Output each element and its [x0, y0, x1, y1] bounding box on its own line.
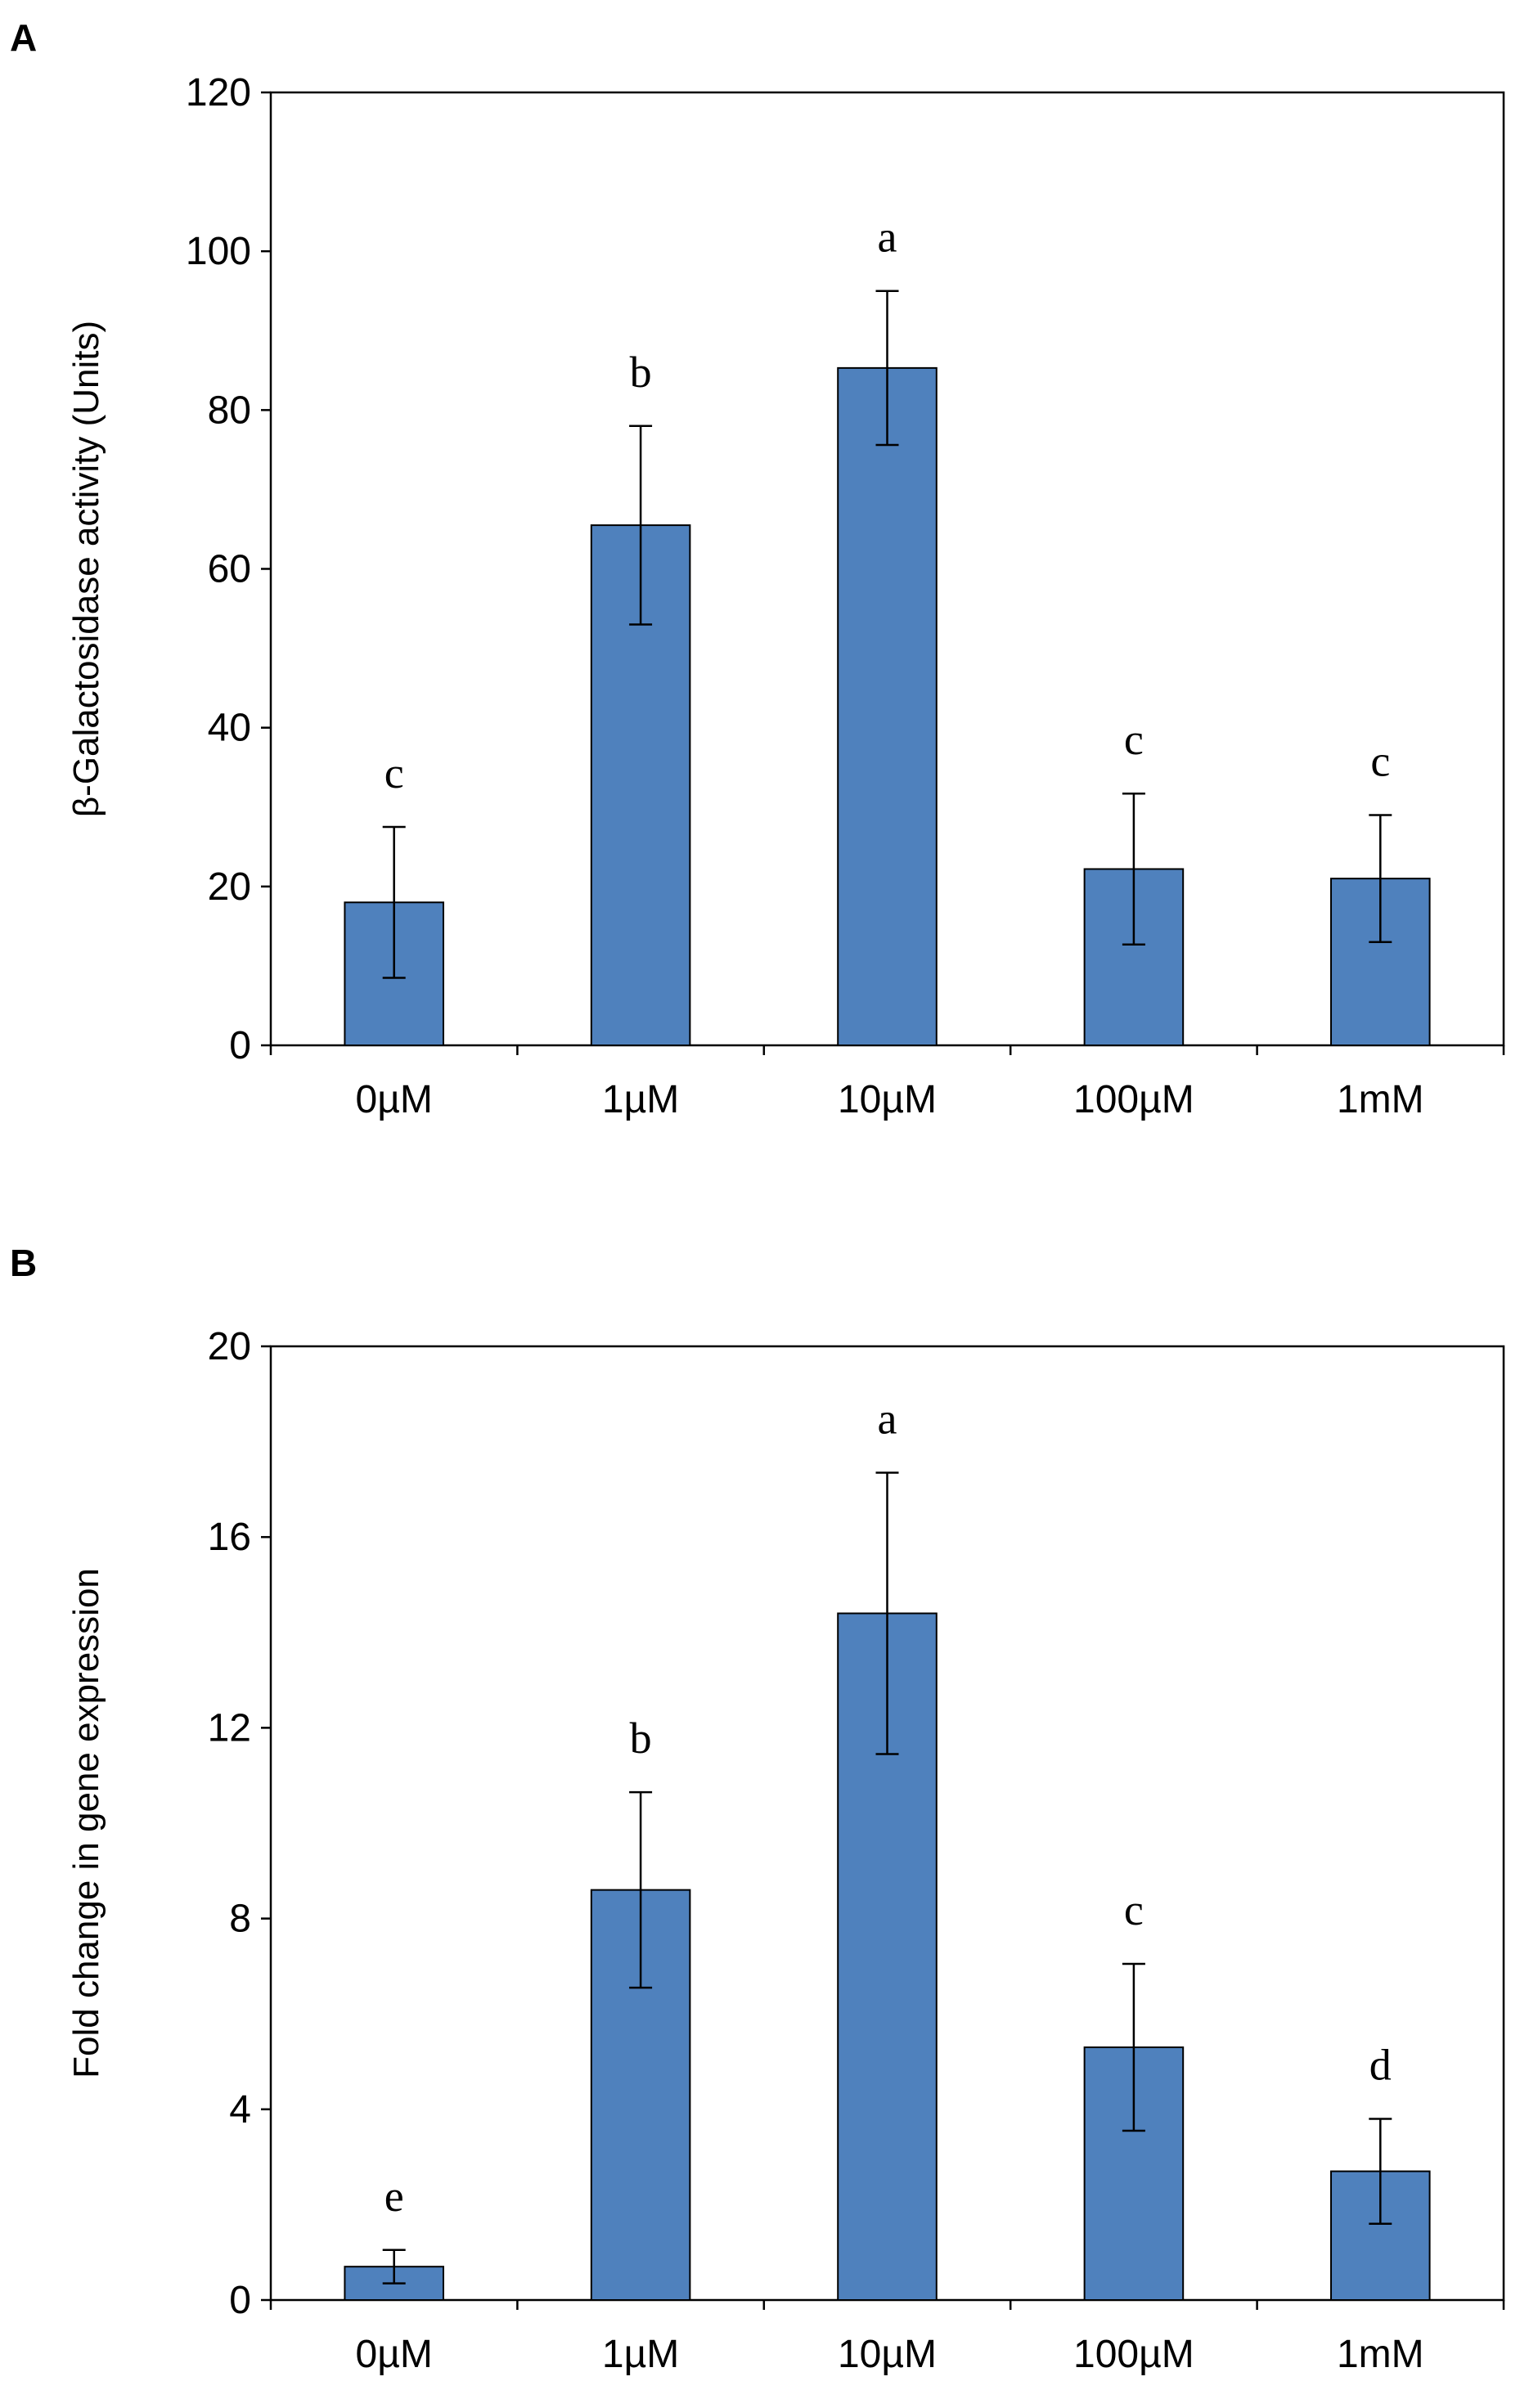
y-tick-label: 80 [208, 389, 251, 432]
y-tick-label: 0 [229, 2279, 251, 2322]
y-tick-label: 40 [208, 707, 251, 750]
chart-panel-b: B 0 4 8 12 16 20 Fold change in gene expression… [10, 1242, 1505, 2376]
x-tick-label: 1mM [1337, 1078, 1424, 1121]
y-tick-label: 120 [186, 71, 251, 115]
significance-label: b [630, 1714, 652, 1763]
y-tick-label: 8 [229, 1898, 251, 1941]
significance-label: b [630, 348, 652, 397]
significance-label: c [1124, 1885, 1144, 1934]
y-tick-label: 12 [208, 1706, 251, 1750]
significance-label: c [384, 748, 404, 797]
significance-label: a [878, 213, 897, 262]
significance-label: a [878, 1394, 897, 1443]
x-tick-label: 1µM [602, 1078, 679, 1121]
y-tick-label: 100 [186, 230, 251, 273]
significance-label: c [1370, 736, 1390, 785]
x-tick-label: 10µM [838, 1078, 937, 1121]
bar [837, 366, 938, 1047]
y-axis-title: β-Galactosidase activity (Units) [66, 321, 106, 817]
y-axis-title: Fold change in gene expression [66, 1568, 106, 2078]
x-tick-label: 1mM [1337, 2333, 1424, 2376]
panel-letter: B [10, 1242, 37, 1284]
y-tick-label: 4 [229, 2088, 251, 2132]
y-tick-label: 16 [208, 1516, 251, 1559]
significance-label: d [1369, 2040, 1392, 2089]
y-tick-label: 20 [208, 1325, 251, 1368]
panel-letter: A [10, 16, 37, 59]
x-tick-label: 10µM [838, 2333, 937, 2376]
y-tick-label: 60 [208, 548, 251, 591]
x-tick-label: 0µM [356, 2333, 433, 2376]
y-tick-label: 0 [229, 1024, 251, 1067]
x-tick-label: 0µM [356, 1078, 433, 1121]
y-tick-label: 20 [208, 865, 251, 909]
significance-label: e [384, 2172, 404, 2221]
x-tick-label: 100µM [1073, 1078, 1194, 1121]
chart-panel-a: A 0 20 40 60 80 100 120 β-Galactosidase activity… [10, 16, 1505, 1121]
x-tick-label: 100µM [1073, 2333, 1194, 2376]
x-tick-label: 1µM [602, 2333, 679, 2376]
significance-label: c [1124, 715, 1144, 764]
